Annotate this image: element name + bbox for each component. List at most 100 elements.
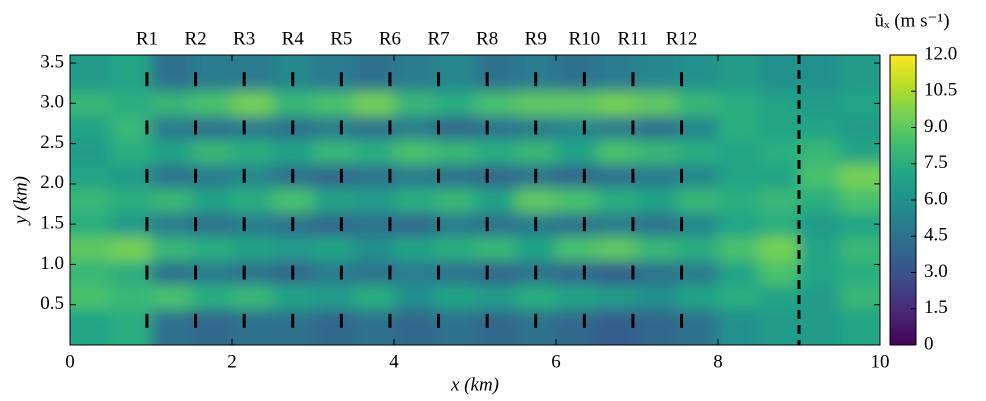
heat-cell bbox=[637, 212, 678, 237]
colorbar-tick-label: 3.0 bbox=[924, 261, 948, 282]
x-tick-label: 0 bbox=[65, 351, 75, 372]
heat-cell bbox=[191, 163, 233, 189]
heat-cell bbox=[151, 212, 192, 237]
heat-cell bbox=[475, 55, 516, 92]
heat-cell bbox=[272, 187, 314, 213]
heat-cell bbox=[313, 91, 354, 116]
heat-cell bbox=[718, 163, 759, 189]
heat-cell bbox=[272, 284, 314, 310]
turbine-label: R7 bbox=[427, 28, 449, 49]
heat-cell bbox=[475, 236, 516, 261]
heat-cell bbox=[434, 55, 476, 92]
heat-cell bbox=[839, 284, 880, 310]
turbine-label: R1 bbox=[136, 28, 158, 49]
heat-cell bbox=[110, 187, 152, 213]
heat-cell bbox=[191, 115, 233, 141]
heat-cell bbox=[677, 187, 719, 213]
heat-cell bbox=[394, 260, 435, 286]
turbine-label: R6 bbox=[379, 28, 401, 49]
heat-cell bbox=[434, 163, 476, 189]
heat-cell bbox=[799, 212, 840, 237]
heat-cell bbox=[313, 260, 354, 286]
colorbar-tick-label: 1.5 bbox=[924, 297, 948, 318]
heat-cell bbox=[353, 260, 395, 286]
heat-cell bbox=[434, 284, 476, 310]
heat-cell bbox=[596, 260, 638, 286]
heat-cell bbox=[515, 91, 557, 116]
heat-cell bbox=[434, 139, 476, 165]
heat-cell bbox=[677, 260, 719, 286]
heat-cell bbox=[272, 139, 314, 165]
heat-cell bbox=[353, 187, 395, 213]
heat-cell bbox=[718, 260, 759, 286]
heat-cell bbox=[637, 139, 678, 165]
colorbar-label: ũₓ (m s⁻¹) bbox=[874, 10, 949, 31]
heat-cell bbox=[758, 308, 800, 345]
turbine-label: R11 bbox=[617, 28, 648, 49]
heat-cell bbox=[434, 212, 476, 237]
heat-cell bbox=[758, 187, 800, 213]
heat-cell bbox=[110, 236, 152, 261]
heat-cell bbox=[232, 212, 273, 237]
heat-cell bbox=[232, 308, 273, 345]
heat-cell bbox=[556, 260, 597, 286]
heat-cell bbox=[70, 284, 111, 310]
colorbar-tick-label: 12.0 bbox=[924, 43, 957, 64]
y-tick-label: 3.0 bbox=[40, 92, 64, 113]
heat-cell bbox=[637, 284, 678, 310]
heat-cell bbox=[677, 236, 719, 261]
heat-cell bbox=[596, 212, 638, 237]
x-axis-label: x (km) bbox=[450, 374, 499, 395]
colorbar-tick-label: 9.0 bbox=[924, 116, 948, 137]
heat-cell bbox=[758, 236, 800, 261]
heat-cell bbox=[718, 55, 759, 92]
heat-cell bbox=[596, 284, 638, 310]
heat-cell bbox=[151, 139, 192, 165]
colorbar bbox=[889, 54, 917, 346]
heat-cell bbox=[394, 55, 435, 92]
heat-cell bbox=[70, 55, 111, 92]
heat-cell bbox=[799, 91, 840, 116]
heat-cell bbox=[151, 260, 192, 286]
y-tick-label: 2.5 bbox=[40, 132, 64, 153]
heat-cell bbox=[313, 212, 354, 237]
heat-cell bbox=[677, 139, 719, 165]
heat-cell bbox=[232, 139, 273, 165]
heat-cell bbox=[394, 163, 435, 189]
heat-cell bbox=[232, 260, 273, 286]
heat-cell bbox=[232, 187, 273, 213]
heat-cell bbox=[313, 284, 354, 310]
heat-cell bbox=[151, 187, 192, 213]
heat-cell bbox=[677, 91, 719, 116]
heat-cell bbox=[232, 284, 273, 310]
heat-cell bbox=[637, 308, 678, 345]
heat-cell bbox=[799, 187, 840, 213]
turbine-label: R9 bbox=[525, 28, 547, 49]
heat-cell bbox=[434, 91, 476, 116]
heat-cell bbox=[232, 115, 273, 141]
heat-cell bbox=[637, 115, 678, 141]
heat-cell bbox=[232, 91, 273, 116]
heat-cell bbox=[596, 55, 638, 92]
field bbox=[70, 55, 880, 345]
heat-cell bbox=[110, 308, 152, 345]
heat-cell bbox=[434, 115, 476, 141]
heat-cell bbox=[191, 91, 233, 116]
heat-cell bbox=[232, 55, 273, 92]
heat-cell bbox=[151, 115, 192, 141]
heat-cell bbox=[758, 91, 800, 116]
heat-cell bbox=[353, 55, 395, 92]
heat-cell bbox=[394, 187, 435, 213]
heat-cell bbox=[718, 284, 759, 310]
colorbar-tick-label: 10.5 bbox=[924, 80, 957, 101]
heat-cell bbox=[394, 139, 435, 165]
heat-cell bbox=[799, 163, 840, 189]
heat-cell bbox=[191, 187, 233, 213]
heat-cell bbox=[151, 55, 192, 92]
heat-cell bbox=[70, 212, 111, 237]
heat-cell bbox=[70, 260, 111, 286]
heat-cell bbox=[758, 212, 800, 237]
heat-cell bbox=[191, 308, 233, 345]
heat-cell bbox=[839, 139, 880, 165]
heat-cell bbox=[191, 236, 233, 261]
